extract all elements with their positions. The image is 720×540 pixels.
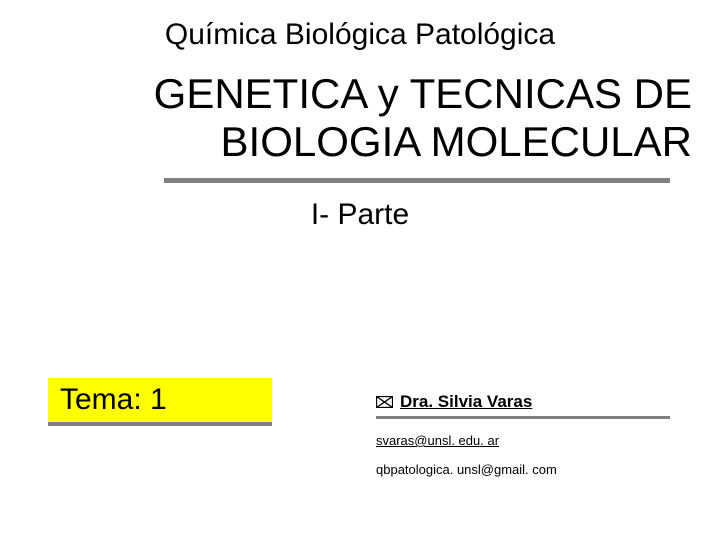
author-name: Dra. Silvia Varas <box>400 392 532 412</box>
email-2: qbpatologica. unsl@gmail. com <box>376 462 696 477</box>
envelope-icon <box>376 396 393 408</box>
part-label: I- Parte <box>0 198 720 232</box>
author-block: Dra. Silvia Varas svaras@unsl. edu. ar q… <box>376 392 696 477</box>
topic-box: Tema: 1 <box>48 378 272 426</box>
course-title: Química Biológica Patológica <box>0 18 720 52</box>
title-underline <box>164 178 670 183</box>
topic-label: Tema: 1 <box>60 383 167 417</box>
author-line: Dra. Silvia Varas <box>376 392 696 412</box>
email-1: svaras@unsl. edu. ar <box>376 433 696 448</box>
author-underline <box>376 416 670 419</box>
slide: Química Biológica Patológica GENETICA y … <box>0 0 720 540</box>
main-title: GENETICA y TECNICAS DE BIOLOGIA MOLECULA… <box>90 70 692 167</box>
